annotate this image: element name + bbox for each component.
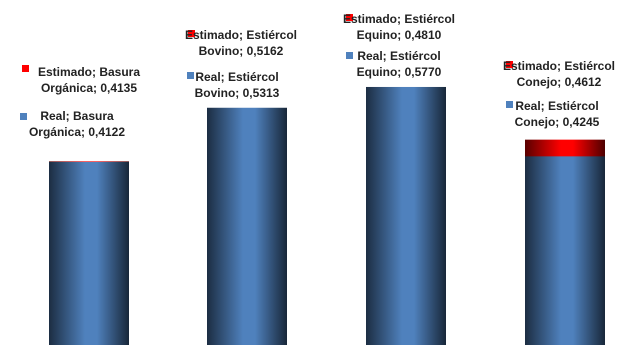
bar <box>207 107 287 345</box>
legend-marker <box>506 61 513 68</box>
data-label: Real; Estiércol Conejo; 0,4245 <box>514 99 600 129</box>
legend-marker <box>346 14 353 21</box>
legend-marker <box>188 30 195 37</box>
data-label: Real; Estiércol Bovino; 0,5313 <box>194 70 280 100</box>
bar <box>366 86 446 345</box>
legend-marker <box>20 113 27 120</box>
data-label: Real; Basura Orgánica; 0,4122 <box>28 109 126 139</box>
data-label: Real; Estiércol Equino; 0,5770 <box>356 49 442 79</box>
data-label: Estimado; Estiércol Conejo; 0,4612 <box>502 59 616 89</box>
bar <box>525 156 605 345</box>
bar <box>49 161 129 345</box>
data-label: Estimado; Basura Orgánica; 0,4135 <box>37 65 141 95</box>
data-label: Estimado; Estiércol Bovino; 0,5162 <box>184 28 298 58</box>
legend-marker <box>506 101 513 108</box>
legend-marker <box>346 52 353 59</box>
data-label: Estimado; Estiércol Equino; 0,4810 <box>342 12 456 42</box>
legend-marker <box>22 65 29 72</box>
legend-marker <box>187 72 194 79</box>
